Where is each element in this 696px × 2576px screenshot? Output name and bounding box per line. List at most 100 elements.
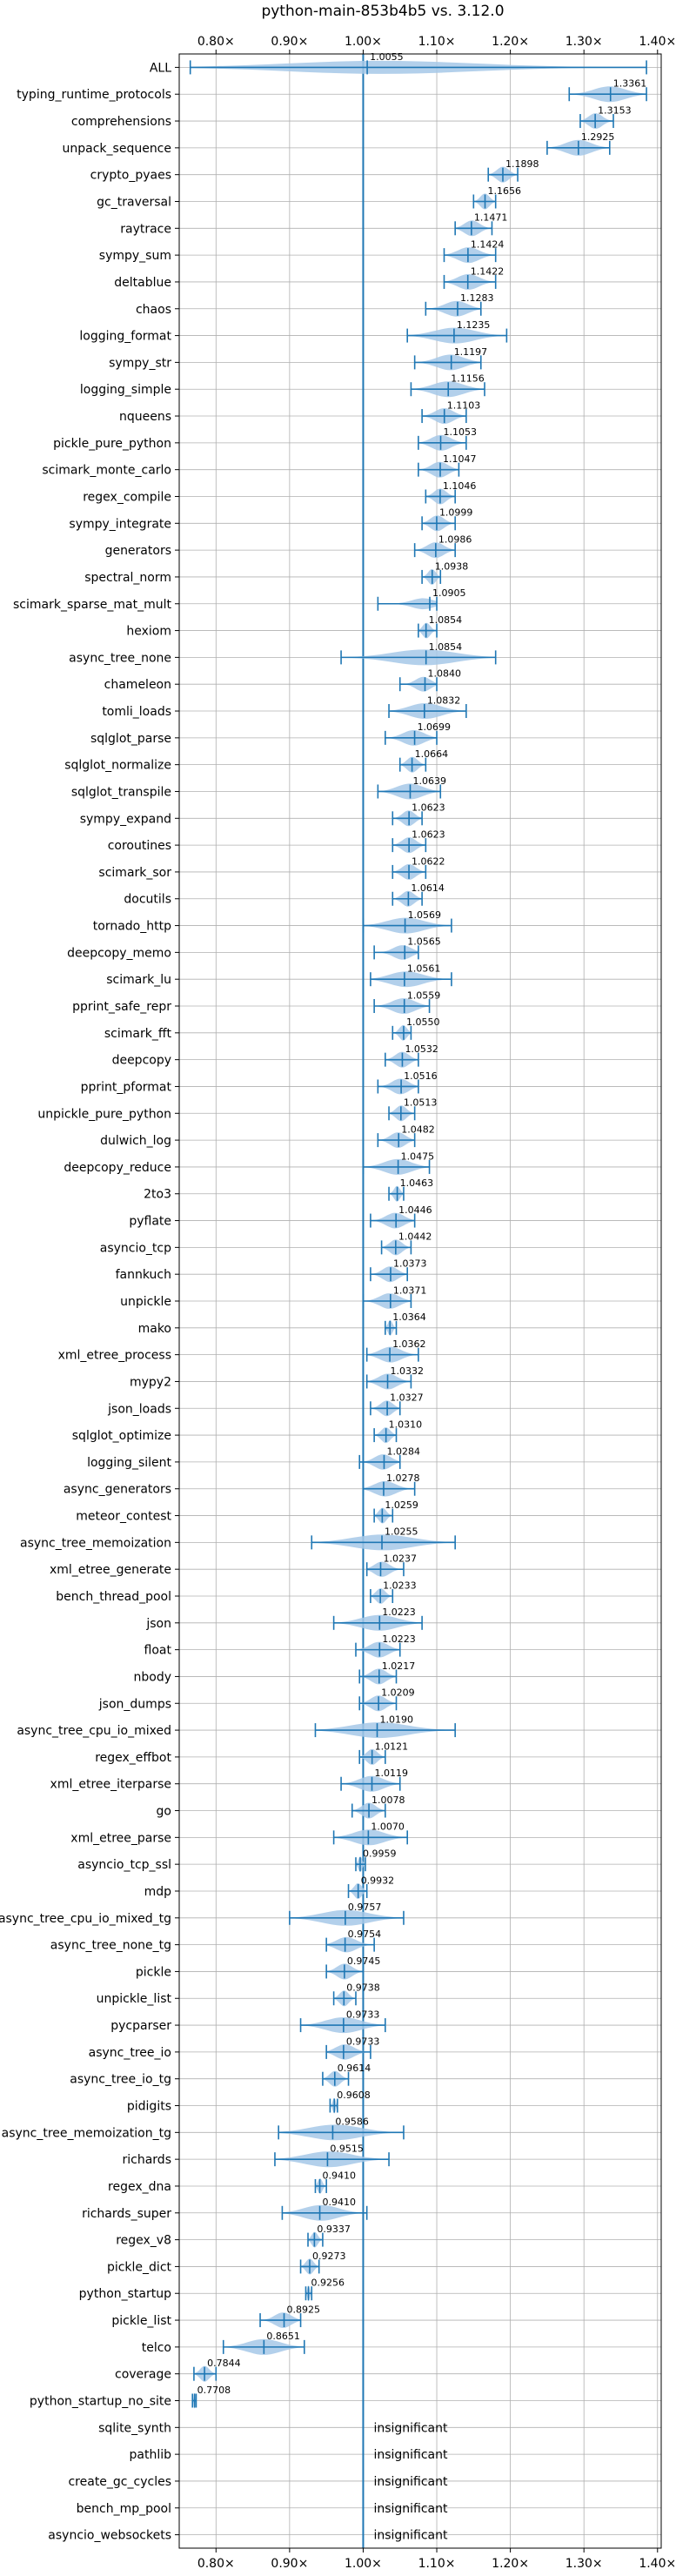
value-label: 0.9738	[346, 1982, 380, 1994]
value-label: 0.9745	[347, 1955, 381, 1967]
value-label: 1.0664	[415, 748, 448, 760]
category-label: tomli_loads	[102, 705, 171, 719]
value-label: 1.1046	[443, 480, 477, 492]
category-label: nqueens	[119, 410, 171, 424]
value-label: 1.0327	[390, 1392, 424, 1404]
category-label: sympy_expand	[80, 812, 171, 826]
value-label: 1.0233	[383, 1580, 417, 1591]
category-label: pathlib	[130, 2448, 172, 2462]
category-label: comprehensions	[71, 115, 171, 129]
value-label: 1.0854	[429, 641, 463, 653]
value-label: 1.0055	[370, 51, 404, 63]
category-label: sqlglot_transpile	[71, 785, 171, 799]
category-label: unpickle	[120, 1295, 171, 1309]
x-tick-label-top: 1.00×	[345, 35, 382, 49]
chart-title: python-main-853b4b5 vs. 3.12.0	[261, 3, 504, 20]
value-label: 0.9586	[335, 2116, 369, 2128]
x-tick-label-top: 0.80×	[197, 35, 235, 49]
category-label: async_tree_cpu_io_mixed	[17, 1724, 171, 1738]
category-label: richards_super	[82, 2207, 171, 2221]
insignificant-label: insignificant	[373, 2475, 448, 2489]
category-label: regex_v8	[116, 2234, 171, 2248]
value-label: 1.2925	[581, 131, 615, 143]
x-tick-label-bottom: 1.30×	[566, 2557, 603, 2571]
category-label: scimark_sparse_mat_mult	[13, 598, 171, 612]
category-label: async_tree_none_tg	[50, 1939, 171, 1953]
value-label: 1.0513	[404, 1097, 438, 1109]
insignificant-label: insignificant	[373, 2529, 448, 2543]
value-label: 1.0938	[435, 560, 469, 572]
grid-layer	[179, 54, 661, 2548]
category-label: sympy_integrate	[69, 517, 171, 531]
category-label: crypto_pyaes	[90, 169, 171, 183]
category-label: chameleon	[104, 678, 171, 692]
category-label: gc_traversal	[97, 195, 171, 209]
value-label: 1.0259	[385, 1499, 418, 1511]
category-label: pyflate	[129, 1215, 171, 1229]
value-label: 1.0255	[385, 1526, 418, 1538]
category-label: deepcopy_reduce	[64, 1161, 171, 1175]
value-label: 1.0532	[405, 1043, 438, 1055]
value-label: 1.0699	[418, 721, 452, 733]
value-label: 1.1103	[447, 399, 481, 411]
category-label: tornado_http	[93, 920, 171, 934]
x-tick-label-top: 1.10×	[418, 35, 456, 49]
category-label: spectral_norm	[84, 571, 171, 585]
value-label: 1.0999	[439, 507, 472, 519]
value-label: 1.1422	[471, 265, 505, 277]
value-label: 1.3153	[598, 104, 632, 116]
value-label: 0.9410	[323, 2197, 357, 2208]
value-label: 1.0840	[427, 668, 460, 680]
value-label: 0.9614	[338, 2063, 371, 2074]
category-label: deepcopy_memo	[67, 946, 171, 960]
category-label: telco	[142, 2341, 171, 2355]
value-label: 0.9757	[348, 1902, 382, 1913]
category-label: regex_dna	[108, 2180, 171, 2194]
category-label: pycparser	[110, 2019, 171, 2033]
label-layer: ALL 1.0055 typing_runtime_protocols 1.3361 c…	[0, 51, 646, 2543]
category-label: pickle_list	[111, 2314, 171, 2328]
value-label: 1.0832	[427, 694, 460, 706]
category-label: logging_silent	[87, 1456, 171, 1470]
category-label: json_dumps	[98, 1697, 171, 1711]
value-label: 1.0550	[406, 1016, 440, 1028]
category-label: deltablue	[114, 276, 171, 290]
value-label: 1.0217	[382, 1660, 416, 1672]
category-label: pickle	[136, 1965, 171, 1979]
value-label: 1.0559	[407, 989, 441, 1001]
category-label: xml_etree_generate	[50, 1563, 171, 1577]
category-label: generators	[105, 544, 171, 558]
insignificant-label: insignificant	[373, 2421, 448, 2435]
value-label: 1.0516	[404, 1070, 438, 1082]
value-label: 1.0475	[401, 1150, 435, 1162]
value-label: 0.9515	[330, 2143, 364, 2155]
value-label: 1.0223	[382, 1633, 416, 1645]
x-tick-label-bottom: 1.00×	[345, 2557, 382, 2571]
category-label: hexiom	[126, 625, 171, 639]
category-label: pidigits	[127, 2100, 171, 2114]
value-label: 1.1471	[474, 212, 508, 224]
category-label: xml_etree_iterparse	[50, 1778, 171, 1792]
value-label: 1.0209	[381, 1687, 415, 1699]
category-label: python_startup	[79, 2287, 171, 2301]
category-label: sqlite_synth	[98, 2421, 171, 2435]
category-label: pickle_pure_python	[53, 437, 171, 451]
insignificant-label: insignificant	[373, 2502, 448, 2516]
value-label: 1.0442	[398, 1231, 432, 1243]
value-label: 0.9733	[346, 2009, 380, 2020]
x-tick-label-top: 1.40×	[639, 35, 676, 49]
value-label: 1.1235	[457, 319, 491, 331]
category-label: xml_etree_parse	[70, 1831, 171, 1845]
value-label: 0.7708	[197, 2385, 231, 2396]
category-label: go	[157, 1805, 171, 1819]
value-label: 1.0905	[432, 587, 466, 599]
value-label: 0.8651	[266, 2331, 300, 2342]
value-label: 0.9256	[311, 2277, 345, 2289]
category-label: coroutines	[108, 839, 171, 853]
value-label: 1.0623	[412, 828, 445, 840]
category-label: regex_effbot	[95, 1751, 171, 1765]
value-label: 0.9932	[361, 1875, 395, 1886]
category-label: asyncio_tcp	[100, 1241, 171, 1255]
value-label: 1.1047	[443, 453, 477, 465]
value-label: 1.0446	[398, 1204, 432, 1216]
